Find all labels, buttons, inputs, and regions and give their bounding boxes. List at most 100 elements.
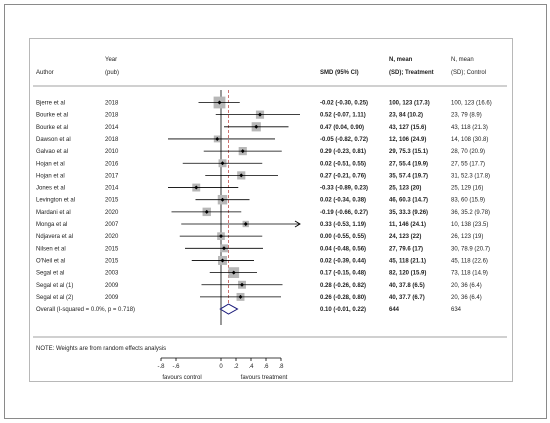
study-row: Segal et al (2) 2009 0.26 (-0.28, 0.80) 40,… bbox=[36, 292, 482, 301]
study-treatment: 40, 37.7 (6.7) bbox=[389, 295, 425, 301]
study-row: Jones et al 2014 -0.33 (-0.89, 0.23) 25, 12… bbox=[36, 183, 483, 192]
favours-control-label: favours control bbox=[162, 375, 201, 381]
header-control-line1: N, mean bbox=[451, 57, 474, 63]
study-author: Segal et al bbox=[36, 271, 64, 277]
study-author: Hojan et al bbox=[36, 173, 65, 179]
study-year: 2014 bbox=[105, 125, 119, 131]
study-author: Segal et al (1) bbox=[36, 283, 73, 289]
study-smd-ci: -0.19 (-0.66, 0.27) bbox=[320, 210, 368, 216]
study-rows: Bjerre et al 2018 -0.02 (-0.30, 0.25) 100, … bbox=[36, 96, 492, 301]
point-estimate bbox=[194, 185, 199, 190]
study-treatment: 11, 146 (24.1) bbox=[389, 222, 426, 228]
study-row: O'Neil et al 2015 0.02 (-0.39, 0.44) 45, 11… bbox=[36, 255, 488, 265]
column-headers: Year (pub) Author SMD (95% CI) N, mean (… bbox=[36, 57, 486, 76]
study-smd-ci: 0.04 (-0.48, 0.56) bbox=[320, 246, 366, 252]
study-control: 28, 70 (20.9) bbox=[451, 149, 485, 155]
study-treatment: 35, 33.3 (9.26) bbox=[389, 210, 428, 216]
study-treatment: 46, 60.3 (14.7) bbox=[389, 198, 428, 204]
study-year: 2010 bbox=[105, 149, 119, 155]
study-year: 2017 bbox=[105, 173, 119, 179]
study-control: 36, 35.2 (9.78) bbox=[451, 210, 490, 216]
point-estimate bbox=[222, 246, 226, 251]
study-row: Hojan et al 2017 0.27 (-0.21, 0.76) 35, 57.… bbox=[36, 171, 490, 180]
study-row: Bourke et al 2018 0.52 (-0.07, 1.11) 23, 84… bbox=[36, 110, 482, 119]
study-year: 2003 bbox=[105, 271, 119, 277]
study-control: 26, 123 (19) bbox=[451, 234, 483, 240]
study-treatment: 82, 120 (15.9) bbox=[389, 271, 426, 277]
study-author: Jones et al bbox=[36, 186, 65, 192]
study-control: 83, 60 (15.9) bbox=[451, 198, 485, 204]
study-year: 2015 bbox=[105, 258, 119, 264]
study-year: 2009 bbox=[105, 295, 119, 301]
overall-diamond bbox=[219, 303, 239, 315]
study-treatment: 29, 75.3 (15.1) bbox=[389, 149, 428, 155]
weights-note: NOTE: Weights are from random effects an… bbox=[36, 346, 166, 352]
point-estimate bbox=[239, 173, 244, 178]
header-control-line2: (SD); Control bbox=[451, 70, 486, 76]
study-treatment: 40, 37.8 (6.5) bbox=[389, 283, 425, 289]
study-author: Bourke et al bbox=[36, 125, 68, 131]
study-author: Levington et al bbox=[36, 198, 75, 204]
study-control: 45, 118 (22.6) bbox=[451, 258, 488, 264]
point-estimate bbox=[231, 270, 236, 275]
point-estimate bbox=[254, 124, 259, 129]
study-row: Segal et al 2003 0.17 (-0.15, 0.48) 82, 120… bbox=[36, 267, 488, 278]
point-estimate bbox=[220, 197, 225, 202]
study-smd-ci: 0.02 (-0.39, 0.44) bbox=[320, 258, 366, 264]
study-row: Levington et al 2015 0.02 (-0.34, 0.38) 46,… bbox=[36, 194, 485, 205]
study-control: 23, 79 (8.9) bbox=[451, 113, 482, 119]
header-year-line2: (pub) bbox=[105, 70, 119, 76]
study-smd-ci: 0.26 (-0.28, 0.80) bbox=[320, 295, 366, 301]
study-row: Segal et al (1) 2009 0.28 (-0.26, 0.82) 40,… bbox=[36, 280, 482, 289]
point-estimate bbox=[258, 112, 262, 117]
x-axis: -.8 -.6 0 .2 .4 .6 .8 favours control favours tr… bbox=[157, 357, 288, 381]
study-author: Mardani et al bbox=[36, 210, 71, 216]
study-treatment: 25, 123 (20) bbox=[389, 186, 421, 192]
favours-treatment-label: favours treatment bbox=[241, 375, 288, 381]
x-tick-label: .6 bbox=[263, 364, 269, 370]
study-smd-ci: 0.27 (-0.21, 0.76) bbox=[320, 173, 366, 179]
study-smd-ci: 0.28 (-0.26, 0.82) bbox=[320, 283, 366, 289]
study-treatment: 23, 84 (10.2) bbox=[389, 113, 423, 119]
study-author: Nilsen et al bbox=[36, 246, 66, 252]
point-estimate bbox=[238, 294, 243, 299]
study-control: 43, 118 (21.3) bbox=[451, 125, 488, 131]
study-author: Hojan et al bbox=[36, 161, 65, 167]
header-year-line1: Year bbox=[105, 57, 117, 63]
point-estimate bbox=[240, 149, 245, 154]
point-estimate bbox=[204, 209, 209, 214]
study-year: 2009 bbox=[105, 283, 119, 289]
study-control: 20, 36 (6.4) bbox=[451, 295, 482, 301]
study-control: 30, 78.9 (20.7) bbox=[451, 246, 490, 252]
overall-label: Overall (I-squared = 0.0%, p = 0.718) bbox=[36, 307, 135, 313]
study-author: Segal et al (2) bbox=[36, 295, 73, 301]
study-control: 20, 36 (6.4) bbox=[451, 283, 482, 289]
ci-arrow bbox=[294, 220, 301, 228]
study-smd-ci: -0.33 (-0.89, 0.23) bbox=[320, 186, 368, 192]
study-smd-ci: 0.00 (-0.55, 0.55) bbox=[320, 234, 366, 240]
point-estimate bbox=[217, 100, 222, 105]
x-tick-label: .4 bbox=[248, 364, 254, 370]
point-estimate bbox=[240, 282, 244, 287]
header-treatment-line2: (SD); Treatment bbox=[389, 70, 434, 76]
overall-smd-ci: 0.10 (-0.01, 0.22) bbox=[320, 307, 366, 313]
study-row: Hojan et al 2016 0.02 (-0.51, 0.55) 27, 55.… bbox=[36, 159, 485, 167]
study-treatment: 43, 127 (15.6) bbox=[389, 125, 426, 131]
x-tick-label: .8 bbox=[278, 364, 284, 370]
x-tick-label: -.8 bbox=[157, 364, 165, 370]
study-year: 2020 bbox=[105, 210, 119, 216]
x-tick-label: .2 bbox=[233, 364, 239, 370]
point-estimate bbox=[243, 222, 248, 226]
x-tick-label: -.6 bbox=[172, 364, 180, 370]
study-control: 100, 123 (16.6) bbox=[451, 101, 492, 107]
study-year: 2016 bbox=[105, 161, 119, 167]
study-year: 2018 bbox=[105, 101, 119, 107]
study-smd-ci: -0.05 (-0.82, 0.72) bbox=[320, 137, 368, 143]
study-year: 2015 bbox=[105, 246, 119, 252]
study-control: 10, 138 (23.5) bbox=[451, 222, 488, 228]
study-author: Bjerre et al bbox=[36, 101, 65, 107]
study-control: 73, 118 (14.9) bbox=[451, 271, 488, 277]
study-treatment: 12, 106 (24.9) bbox=[389, 137, 426, 143]
study-year: 2014 bbox=[105, 186, 119, 192]
